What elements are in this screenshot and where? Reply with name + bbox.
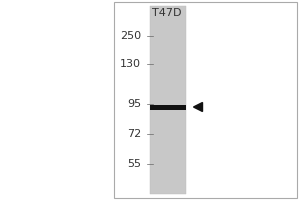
Text: 55: 55 <box>127 159 141 169</box>
Bar <box>114 2 297 198</box>
Bar <box>150 6 186 194</box>
Text: 72: 72 <box>127 129 141 139</box>
Text: 95: 95 <box>127 99 141 109</box>
Text: T47D: T47D <box>152 8 181 18</box>
Polygon shape <box>194 103 202 112</box>
Text: 130: 130 <box>120 59 141 69</box>
Bar <box>150 105 186 110</box>
Text: 250: 250 <box>120 31 141 41</box>
